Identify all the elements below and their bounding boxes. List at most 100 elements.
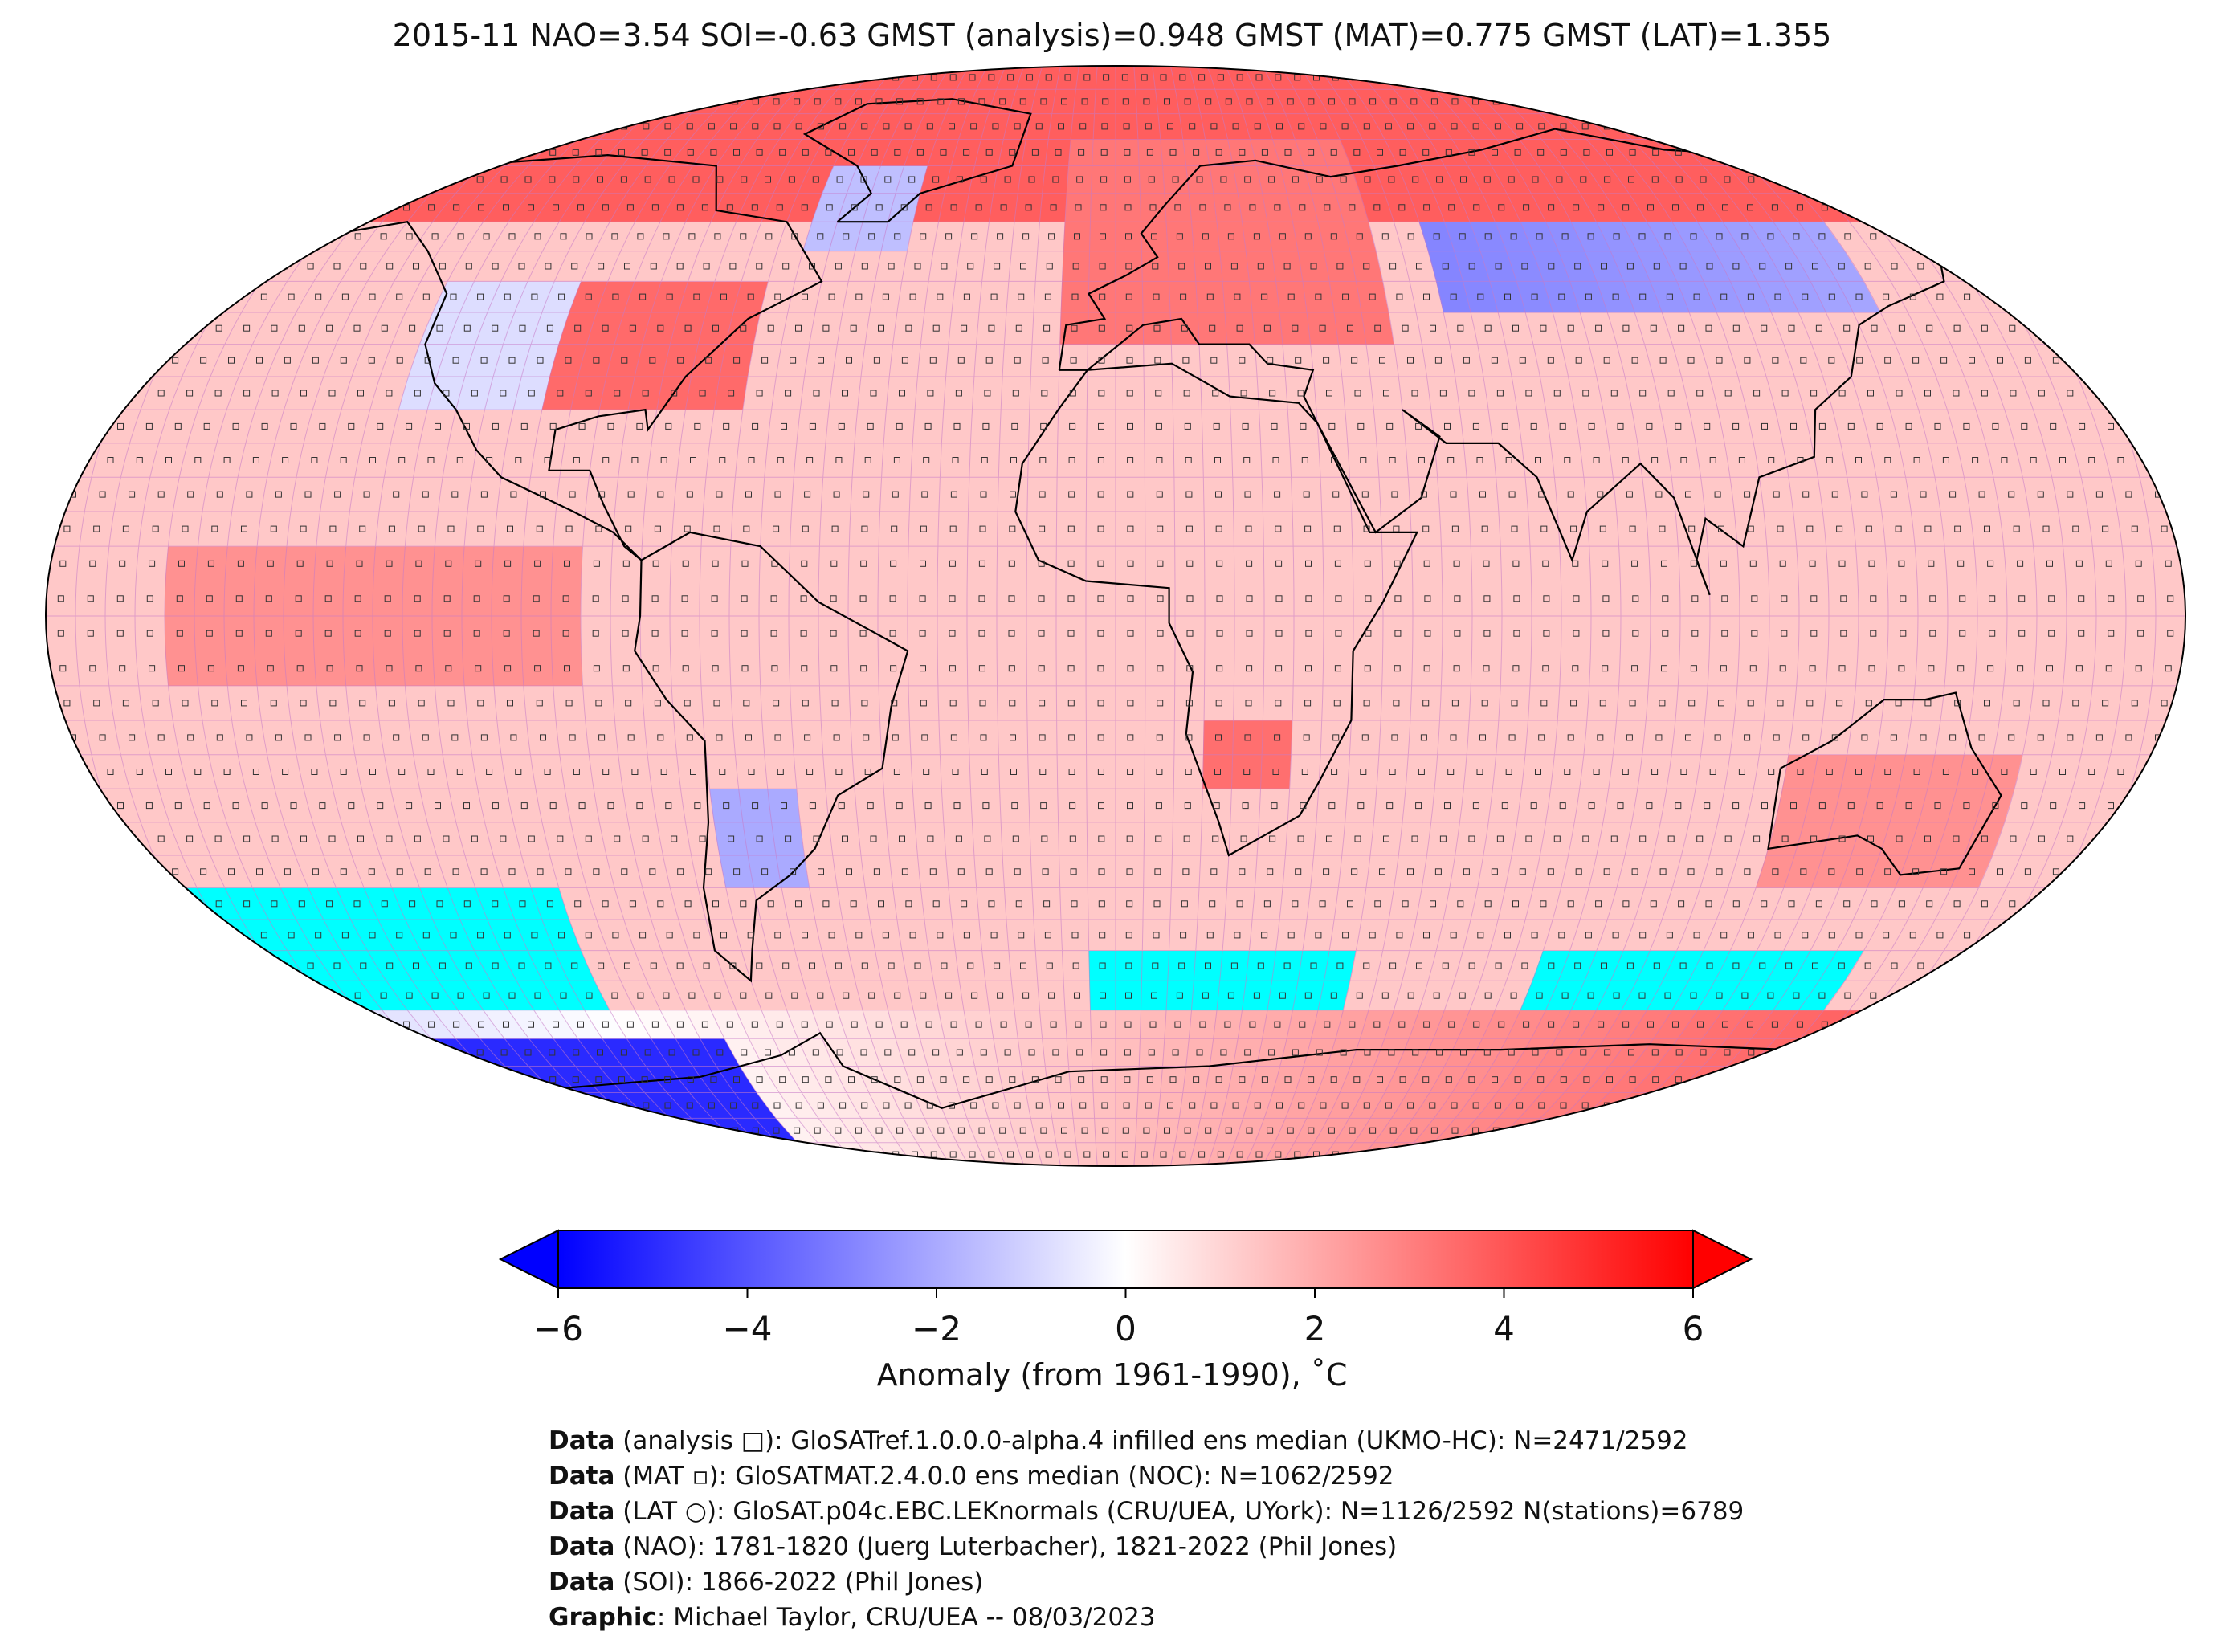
- grid-cell: [969, 443, 1000, 478]
- grid-cell: [2033, 545, 2067, 581]
- grid-cell: [374, 113, 438, 140]
- grid-cell: [471, 754, 508, 789]
- grid-cell: [1916, 615, 1949, 651]
- grid-cell: [937, 581, 968, 617]
- grid-cell: [382, 165, 435, 194]
- grid-cell: [1072, 1118, 1096, 1144]
- grid-cell: [1620, 615, 1651, 651]
- analysis-marker: [2064, 900, 2071, 908]
- grid-cell: [1369, 822, 1403, 856]
- grid-cell: [226, 685, 262, 721]
- grid-cell: [605, 88, 659, 114]
- grid-cell: [2087, 511, 2123, 547]
- grid-cell: [414, 88, 481, 114]
- grid-cell: [1115, 855, 1145, 888]
- grid-cell: [562, 1118, 620, 1144]
- grid-cell: [1292, 511, 1324, 547]
- grid-cell: [588, 443, 623, 478]
- analysis-marker: [1896, 233, 1903, 240]
- analysis-marker: [1970, 962, 1977, 969]
- grid-cell: [1738, 615, 1770, 651]
- grid-cell: [1263, 545, 1295, 581]
- grid-cell: [1827, 581, 1859, 617]
- analysis-marker: [777, 1151, 785, 1158]
- analysis-marker: [1844, 1102, 1851, 1109]
- grid-cell: [1164, 1010, 1192, 1039]
- grid-cell: [790, 685, 822, 721]
- grid-cell: [46, 651, 80, 687]
- grid-cell: [1701, 1142, 1772, 1166]
- grid-cell: [1687, 113, 1745, 140]
- grid-cell: [320, 720, 356, 756]
- grid-cell: [308, 165, 365, 194]
- grid-cell: [1261, 476, 1293, 512]
- grid-cell: [1341, 376, 1374, 410]
- grid-cell: [735, 754, 769, 789]
- analysis-marker: [1389, 1151, 1397, 1158]
- grid-cell: [1010, 221, 1040, 252]
- analysis-marker: [2036, 900, 2043, 908]
- grid-cell: [1913, 1038, 1973, 1067]
- grid-cell: [928, 251, 960, 282]
- grid-cell: [487, 1092, 544, 1119]
- grid-cell: [1145, 720, 1175, 756]
- grid-cell: [46, 581, 77, 617]
- grid-cell: [1631, 1118, 1690, 1144]
- grid-cell: [1914, 651, 1948, 687]
- grid-cell: [1259, 788, 1290, 823]
- grid-cell: [492, 651, 524, 687]
- grid-cell: [1263, 615, 1295, 651]
- grid-cell: [1591, 1118, 1647, 1144]
- grid-cell: [520, 615, 552, 651]
- grid-cell: [1531, 615, 1562, 651]
- grid-cell: [457, 139, 511, 166]
- grid-cell: [738, 409, 772, 444]
- analysis-marker: [1871, 204, 1878, 211]
- grid-cell: [697, 1142, 750, 1166]
- grid-cell: [1140, 1010, 1167, 1039]
- grid-cell: [1463, 1142, 1514, 1166]
- grid-cell: [345, 511, 380, 547]
- grid-cell: [2151, 651, 2185, 687]
- grid-cell: [1115, 980, 1142, 1011]
- grid-cell: [937, 685, 969, 721]
- grid-cell: [1333, 887, 1367, 920]
- analysis-marker: [200, 992, 207, 999]
- grid-cell: [1730, 1092, 1789, 1119]
- grid-cell: [938, 476, 970, 512]
- grid-cell: [1666, 754, 1701, 789]
- grid-cell: [471, 443, 508, 478]
- grid-cell: [1263, 651, 1295, 687]
- grid-cell: [966, 651, 998, 687]
- grid-cell: [1441, 545, 1472, 581]
- analysis-marker: [480, 1076, 488, 1083]
- grid-cell: [647, 88, 700, 114]
- grid-cell: [577, 66, 641, 90]
- grid-cell: [255, 980, 307, 1011]
- analysis-marker: [378, 1021, 386, 1028]
- grid-cell: [1798, 615, 1830, 651]
- grid-cell: [1347, 754, 1380, 789]
- analysis-marker: [328, 204, 336, 211]
- grid-cell: [1282, 855, 1314, 888]
- grid-cell: [108, 511, 144, 547]
- grid-cell: [1373, 409, 1406, 444]
- grid-cell: [658, 66, 714, 90]
- analysis-marker: [1945, 1021, 1953, 1028]
- analysis-marker: [649, 1127, 656, 1134]
- grid-cell: [269, 1066, 332, 1093]
- analysis-marker: [1813, 1076, 1820, 1083]
- grid-cell: [1924, 980, 1976, 1011]
- analysis-marker: [567, 1127, 574, 1134]
- grid-cell: [491, 615, 523, 651]
- analysis-marker: [491, 1151, 498, 1158]
- analysis-marker: [2036, 324, 2043, 332]
- grid-cell: [1704, 685, 1738, 721]
- grid-cell: [1191, 221, 1221, 252]
- analysis-marker: [1891, 1049, 1899, 1056]
- grid-cell: [153, 950, 205, 981]
- grid-cell: [499, 88, 561, 114]
- grid-cell: [1793, 1092, 1857, 1119]
- grid-cell: [1086, 476, 1116, 512]
- grid-cell: [940, 443, 971, 478]
